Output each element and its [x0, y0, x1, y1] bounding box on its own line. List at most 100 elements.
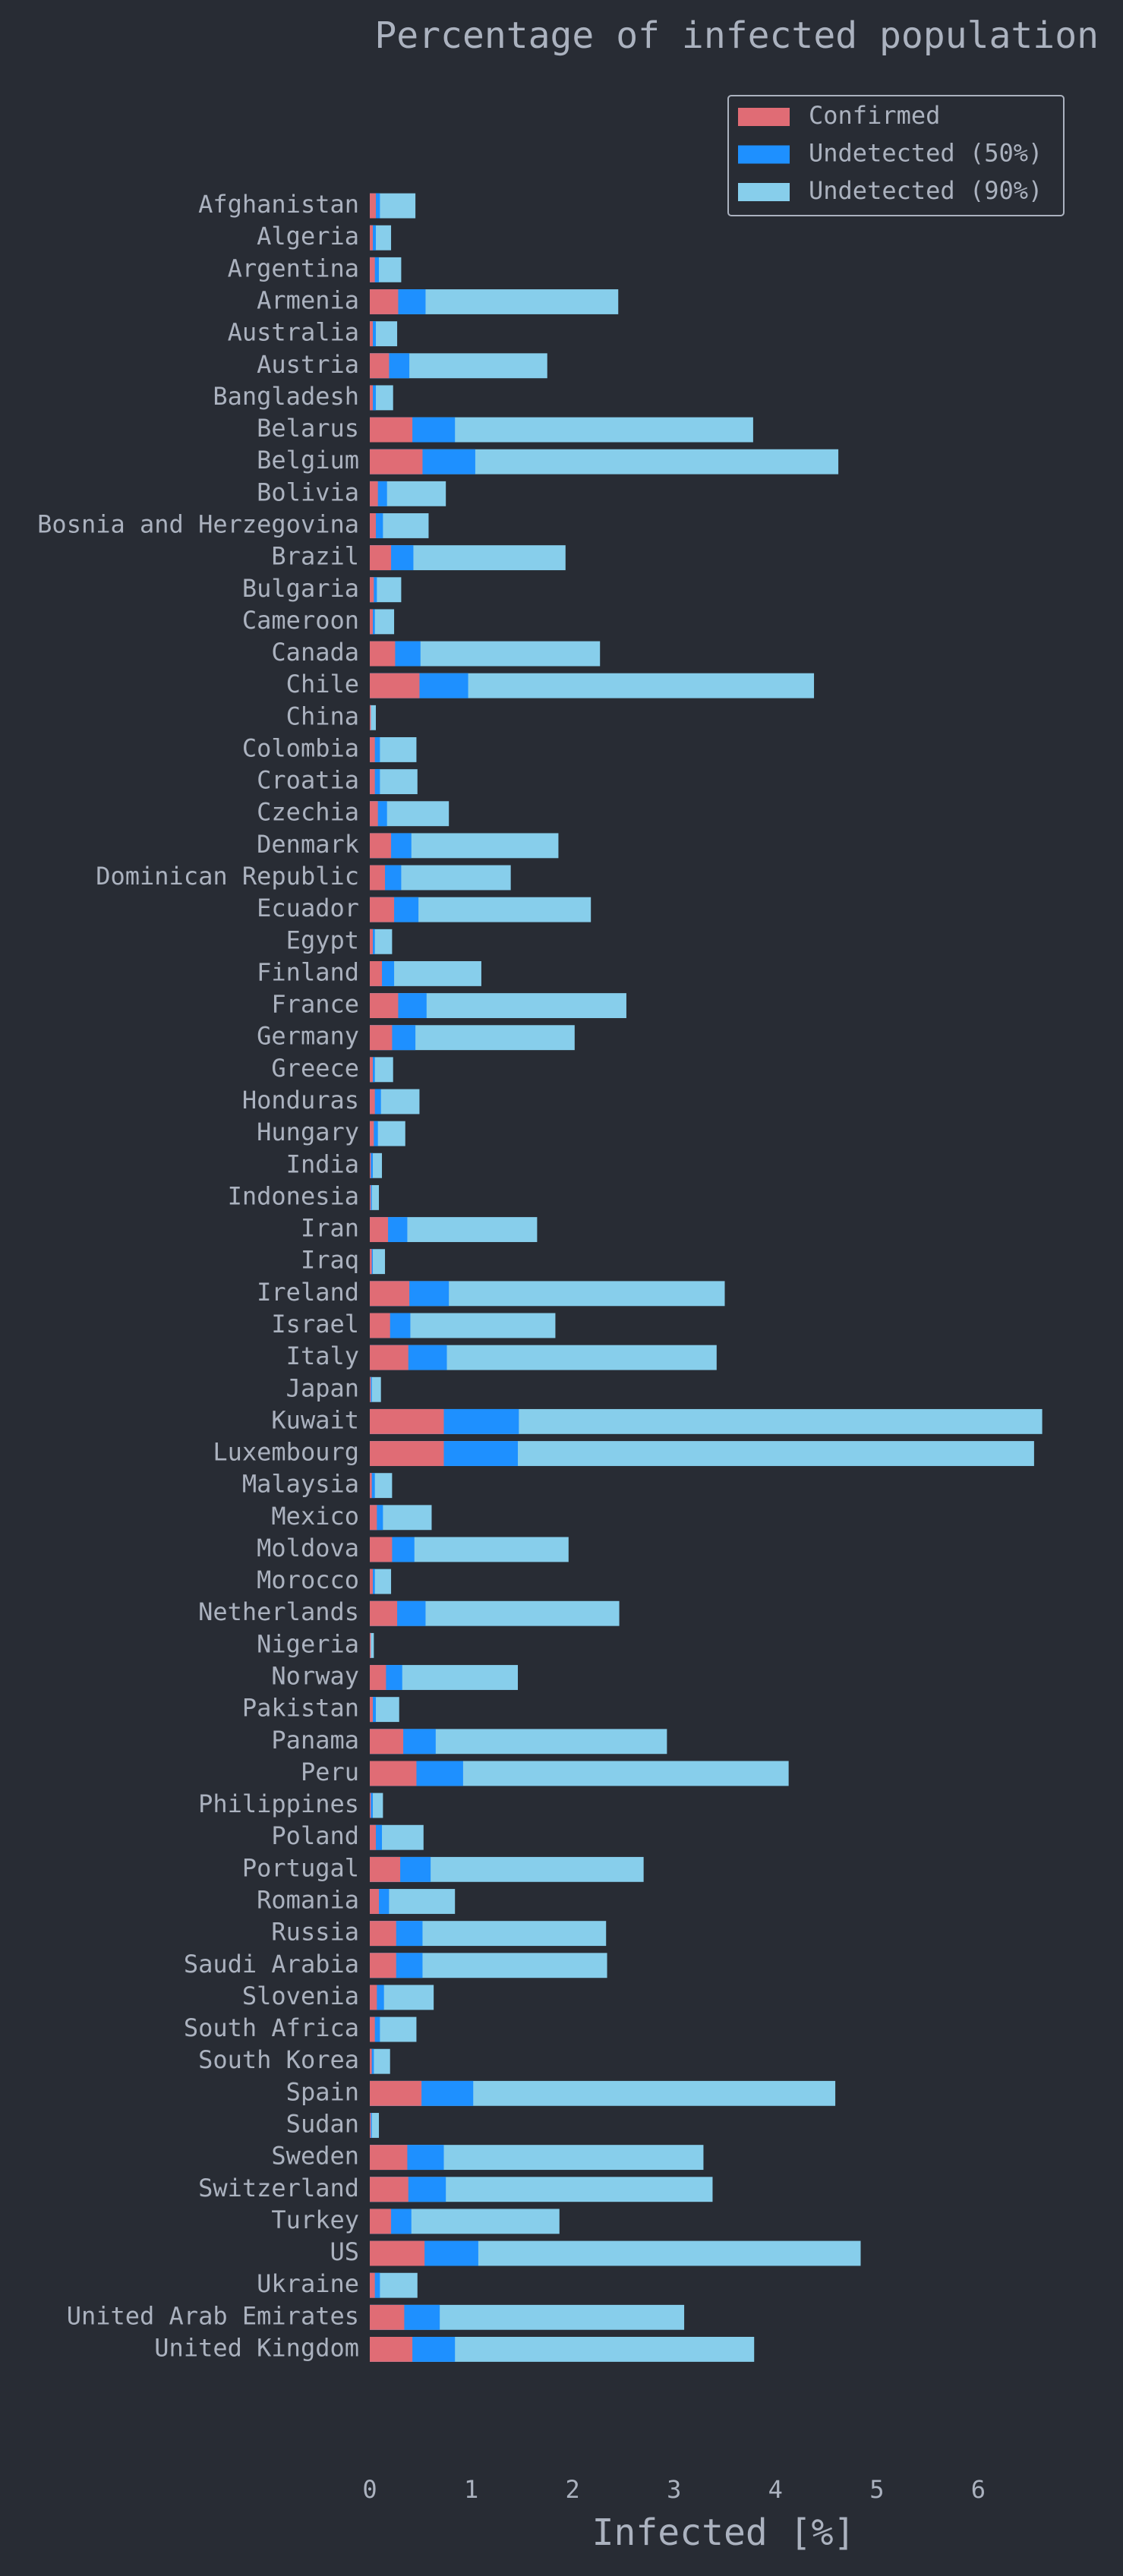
- y-tick-label: South Korea: [198, 2045, 359, 2074]
- x-tick-label: 3: [667, 2475, 681, 2504]
- y-tick-label: Malaysia: [242, 1470, 359, 1499]
- bar: [370, 960, 383, 986]
- bar: [370, 1569, 374, 1594]
- bar: [370, 1184, 371, 1210]
- legend-label: Confirmed: [809, 101, 940, 130]
- y-tick-label: Chile: [286, 670, 359, 698]
- y-tick-label: Sudan: [286, 2109, 359, 2138]
- bar: [370, 1600, 398, 1626]
- y-tick-label: Ireland: [257, 1278, 359, 1307]
- y-tick-label: Turkey: [271, 2206, 359, 2234]
- bar: [370, 2048, 374, 2074]
- bar: [370, 1281, 410, 1307]
- y-tick-label: Greece: [271, 1054, 359, 1083]
- bar: [370, 321, 374, 347]
- bar: [370, 609, 374, 635]
- y-tick-label: Germany: [257, 1022, 359, 1051]
- bar: [370, 1632, 374, 1658]
- y-tick-label: Argentina: [228, 254, 359, 282]
- bar: [370, 833, 392, 859]
- x-tick-label: 4: [768, 2475, 783, 2504]
- y-tick-label: Poland: [271, 1821, 359, 1850]
- legend-box: [727, 95, 1065, 216]
- bar: [370, 1249, 372, 1275]
- bar: [370, 1792, 374, 1818]
- bar: [370, 1217, 389, 1242]
- bar: [370, 1473, 372, 1499]
- y-tick-label: Denmark: [257, 830, 359, 859]
- bar: [370, 1824, 377, 1850]
- bar: [370, 1953, 396, 1979]
- y-tick-label: Nigeria: [257, 1629, 359, 1658]
- bar: [370, 353, 390, 379]
- y-tick-label: Canada: [271, 638, 359, 667]
- y-tick-label: Spain: [286, 2077, 359, 2106]
- y-tick-label: Luxembourg: [213, 1438, 359, 1467]
- legend-swatch: [738, 108, 790, 126]
- bar: [370, 1729, 404, 1755]
- y-tick-label: Norway: [271, 1662, 359, 1691]
- y-tick-label: South Africa: [184, 2013, 359, 2042]
- bar: [370, 1376, 381, 1402]
- bar: [370, 1089, 375, 1115]
- bar: [370, 769, 375, 795]
- y-tick-label: Portugal: [242, 1853, 359, 1882]
- y-tick-label: Indonesia: [228, 1181, 359, 1210]
- bar: [370, 1376, 371, 1402]
- y-tick-label: Belarus: [257, 414, 359, 443]
- x-axis-label: Infected [%]: [592, 2511, 856, 2554]
- bar: [370, 929, 374, 954]
- bar: [370, 2337, 413, 2362]
- bar: [370, 1792, 383, 1818]
- y-tick-label: India: [286, 1149, 359, 1178]
- y-tick-label: Italy: [286, 1342, 359, 1370]
- y-tick-label: US: [330, 2237, 359, 2266]
- y-tick-label: Dominican Republic: [96, 862, 359, 891]
- x-tick-label: 0: [362, 2475, 377, 2504]
- bar: [370, 1632, 371, 1658]
- bar: [370, 2177, 409, 2202]
- bar: [370, 993, 399, 1019]
- legend-swatch: [738, 145, 790, 164]
- y-tick-label: Kuwait: [271, 1405, 359, 1434]
- y-tick-label: United Kingdom: [154, 2333, 359, 2362]
- y-tick-label: Czechia: [257, 798, 359, 827]
- y-tick-label: Slovenia: [242, 1982, 359, 2010]
- y-tick-label: Australia: [228, 318, 359, 347]
- y-tick-label: Bolivia: [257, 478, 359, 506]
- y-tick-label: Croatia: [257, 766, 359, 795]
- y-tick-label: Panama: [271, 1726, 359, 1755]
- bar: [370, 577, 374, 603]
- y-tick-label: Belgium: [257, 446, 359, 475]
- y-tick-label: France: [271, 990, 359, 1019]
- bar: [370, 1985, 377, 2010]
- bar: [370, 257, 375, 282]
- y-tick-label: Israel: [271, 1310, 359, 1338]
- bar: [370, 2145, 408, 2171]
- bar: [370, 1121, 374, 1146]
- y-tick-label: Switzerland: [198, 2174, 359, 2202]
- y-tick-label: Colombia: [242, 733, 359, 762]
- y-tick-label: Iraq: [301, 1246, 359, 1275]
- bar: [370, 1505, 377, 1531]
- legend-swatch: [738, 183, 790, 201]
- y-tick-label: Iran: [301, 1214, 359, 1243]
- x-tick-label: 1: [464, 2475, 478, 2504]
- y-tick-label: Brazil: [271, 542, 359, 571]
- x-tick-label: 2: [566, 2475, 580, 2504]
- bar: [370, 289, 399, 314]
- bar: [370, 193, 377, 219]
- y-tick-label: Morocco: [257, 1565, 359, 1594]
- bar: [370, 1697, 374, 1723]
- bar: [370, 2304, 405, 2330]
- x-tick-label: 6: [971, 2475, 986, 2504]
- legend-label: Undetected (50%): [809, 139, 1043, 168]
- bar: [370, 2016, 375, 2042]
- bar: [370, 1665, 386, 1690]
- y-tick-label: Ecuador: [257, 894, 359, 922]
- bar: [370, 513, 377, 538]
- legend-label: Undetected (90%): [809, 176, 1043, 205]
- y-tick-label: Bulgaria: [242, 574, 359, 603]
